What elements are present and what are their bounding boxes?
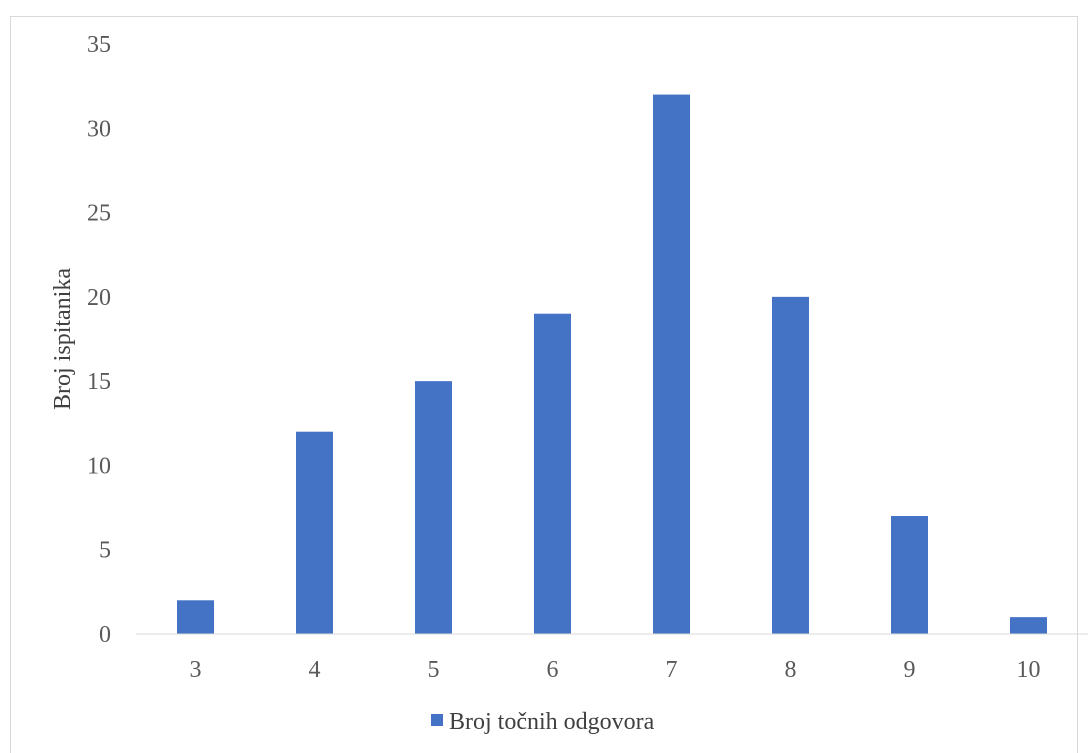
bar — [1010, 617, 1047, 634]
y-tick-label: 0 — [99, 622, 111, 648]
bar — [296, 431, 333, 634]
x-tick-label: 3 — [190, 657, 202, 683]
y-axis-title: Broj ispitanika — [50, 268, 76, 410]
y-tick-label: 35 — [87, 32, 111, 58]
y-tick-label: 30 — [87, 116, 111, 142]
bar — [653, 94, 690, 635]
bar — [891, 516, 928, 634]
bar — [534, 313, 571, 634]
bar — [772, 296, 809, 634]
y-tick-label: 15 — [87, 369, 111, 395]
bar — [177, 600, 214, 634]
y-tick-label: 25 — [87, 201, 111, 227]
y-tick-label: 10 — [87, 453, 111, 479]
y-tick-label: 5 — [99, 538, 111, 564]
x-axis-tick-labels: 3 4 5 6 7 8 9 10 — [190, 657, 1041, 683]
x-tick-label: 6 — [547, 657, 559, 683]
bars — [177, 94, 1047, 635]
y-axis-tick-labels: 0 5 10 15 20 25 30 35 — [87, 32, 111, 648]
legend-swatch — [431, 714, 443, 726]
x-tick-label: 7 — [666, 657, 678, 683]
x-tick-label: 4 — [309, 657, 321, 683]
x-tick-label: 10 — [1017, 657, 1041, 683]
x-tick-label: 9 — [904, 657, 916, 683]
x-tick-label: 5 — [428, 657, 440, 683]
y-tick-label: 20 — [87, 285, 111, 311]
x-tick-label: 8 — [785, 657, 797, 683]
legend: Broj točnih odgovora — [431, 709, 655, 735]
bar — [415, 381, 452, 634]
legend-label: Broj točnih odgovora — [449, 709, 655, 735]
